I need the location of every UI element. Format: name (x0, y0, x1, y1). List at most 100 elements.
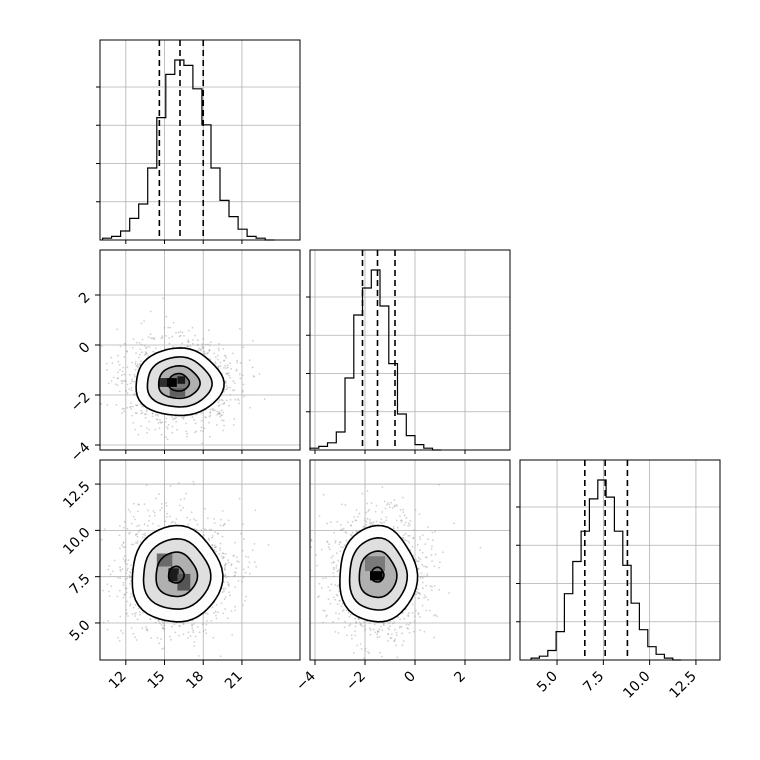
scatter-point (187, 523, 190, 526)
scatter-point (129, 596, 132, 598)
scatter-point (107, 620, 110, 622)
scatter-point (162, 624, 165, 627)
scatter-point (205, 623, 208, 626)
scatter-point (107, 568, 110, 571)
scatter-point (223, 354, 226, 357)
scatter-point (211, 544, 214, 546)
scatter-point (221, 419, 224, 421)
scatter-point (417, 612, 420, 614)
scatter-point (223, 522, 226, 525)
scatter-point (130, 627, 133, 629)
scatter-point (434, 613, 437, 616)
scatter-point (224, 567, 226, 569)
scatter-point (129, 571, 132, 573)
scatter-point (426, 575, 429, 577)
scatter-point (200, 419, 203, 422)
scatter-point (420, 575, 423, 578)
density-cell (177, 376, 186, 384)
scatter-point (162, 628, 165, 630)
scatter-point (375, 504, 378, 507)
scatter-point (170, 638, 172, 641)
scatter-point (318, 582, 321, 585)
scatter-point (144, 532, 146, 535)
scatter-point (196, 344, 199, 346)
scatter-point (230, 564, 233, 567)
scatter-point (126, 569, 129, 572)
scatter-point (127, 508, 130, 511)
scatter-point (126, 600, 128, 603)
scatter-point (222, 419, 225, 422)
scatter-point (209, 411, 212, 413)
scatter-point (161, 621, 164, 623)
scatter-point (182, 416, 185, 419)
scatter-point (226, 575, 229, 578)
x-tick-label: 7.5 (580, 668, 607, 695)
scatter-point (419, 616, 421, 618)
scatter-point (234, 398, 237, 401)
scatter-point (133, 375, 136, 378)
scatter-point (355, 519, 358, 522)
scatter-point (191, 416, 194, 418)
scatter-point (106, 404, 109, 407)
scatter-point (233, 571, 236, 574)
scatter-point (219, 549, 221, 552)
scatter-point (453, 522, 455, 525)
scatter-point (216, 423, 218, 426)
scatter-point (227, 559, 230, 561)
scatter-point (329, 521, 332, 523)
scatter-point (360, 624, 363, 627)
scatter-point (118, 639, 121, 642)
scatter-point (327, 546, 330, 549)
scatter-point (423, 630, 426, 633)
histogram-step (530, 479, 682, 661)
scatter-point (136, 363, 139, 365)
scatter-point (401, 632, 403, 635)
scatter-point (193, 483, 195, 486)
scatter-point (235, 556, 238, 559)
scatter-point (399, 515, 401, 517)
scatter-point (334, 598, 337, 601)
scatter-point (391, 633, 393, 636)
scatter-point (416, 544, 419, 546)
scatter-point (208, 539, 211, 541)
scatter-point (366, 490, 369, 492)
scatter-point (226, 617, 229, 620)
scatter-point (137, 607, 140, 610)
scatter-point (229, 394, 232, 396)
scatter-point (320, 587, 323, 589)
scatter-point (214, 531, 217, 533)
scatter-point (363, 621, 366, 624)
scatter-point (175, 518, 178, 520)
scatter-point (132, 633, 135, 635)
scatter-point (202, 338, 205, 340)
scatter-point (218, 404, 221, 407)
scatter-point (205, 529, 208, 531)
scatter-point (122, 581, 125, 584)
scatter-point (119, 570, 122, 572)
scatter-point (123, 526, 125, 529)
scatter-point (225, 382, 227, 384)
scatter-point (254, 561, 256, 563)
scatter-point (122, 584, 125, 586)
scatter-point (164, 421, 167, 423)
scatter-point (242, 604, 244, 606)
scatter-point (201, 442, 204, 445)
scatter-point (139, 403, 142, 405)
scatter-point (163, 326, 166, 329)
scatter-point (224, 355, 227, 357)
scatter-point (129, 511, 132, 513)
scatter-point (174, 521, 177, 524)
density-cell (169, 388, 186, 397)
scatter-point (110, 356, 113, 359)
scatter-point (335, 593, 338, 596)
scatter-point (113, 559, 116, 562)
contour-line (155, 551, 199, 598)
scatter-point (171, 425, 174, 428)
scatter-point (421, 581, 424, 584)
scatter-point (125, 591, 128, 594)
scatter-point (223, 556, 225, 558)
scatter-point (383, 622, 385, 625)
scatter-point (401, 536, 404, 539)
scatter-point (405, 539, 408, 542)
scatter-point (417, 588, 419, 591)
